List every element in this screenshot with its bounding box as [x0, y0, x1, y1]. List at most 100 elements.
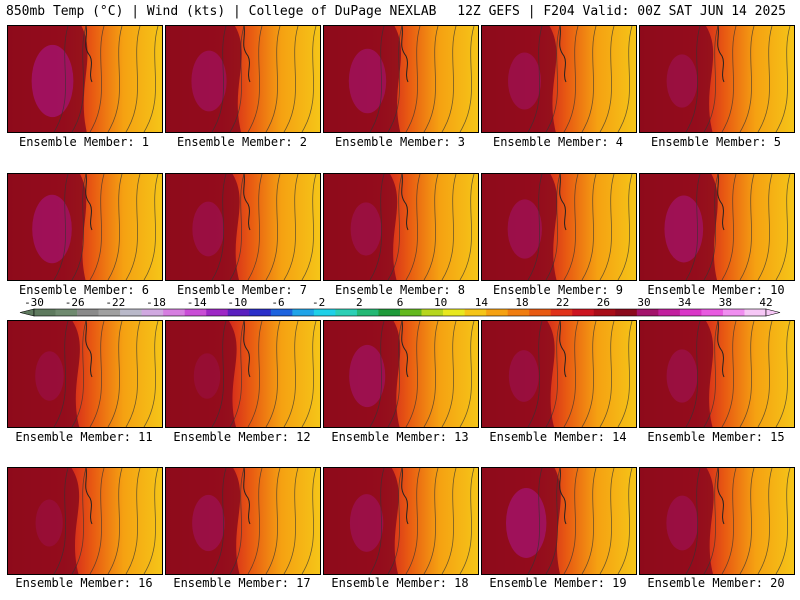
colorbar-swatch	[464, 309, 487, 316]
colorbar-swatch	[701, 309, 724, 316]
contour-line	[211, 468, 227, 574]
coastline	[243, 174, 251, 231]
colorbar-swatch	[507, 309, 530, 316]
model-run-info: 12Z GEFS | F204 Valid: 00Z SAT JUN 14 20…	[457, 4, 786, 19]
extreme-heat-region	[348, 48, 387, 114]
colorbar-swatch	[55, 309, 78, 316]
map-title: 850mb Temp (°C) | Wind (kts) | College o…	[6, 4, 437, 19]
contour-line	[599, 174, 615, 280]
ensemble-member-map	[639, 467, 795, 575]
contour-line	[721, 174, 737, 280]
colorbar-swatch	[593, 309, 616, 316]
colorbar-tick-label: 34	[678, 297, 692, 309]
ensemble-member-map	[639, 25, 795, 133]
contour-line	[53, 321, 69, 427]
colorbar-tick-label: 22	[556, 297, 569, 309]
ensemble-member-label: Ensemble Member: 14	[489, 430, 627, 444]
ensemble-member-map	[481, 25, 637, 133]
ensemble-member-label: Ensemble Member: 10	[647, 283, 785, 297]
contour-line	[703, 468, 719, 574]
extreme-heat-region	[192, 201, 225, 257]
coastline	[85, 321, 93, 378]
contour-line	[527, 26, 543, 132]
contour-line	[757, 321, 773, 427]
ensemble-member-label: Ensemble Member: 19	[489, 576, 627, 590]
contour-line	[563, 174, 579, 280]
contour-line	[459, 174, 475, 280]
contour-line	[599, 321, 615, 427]
contour-line	[229, 174, 245, 280]
ensemble-member-label: Ensemble Member: 9	[492, 283, 624, 297]
colorbar-tick-label: -14	[187, 297, 207, 309]
contour-line	[617, 321, 633, 427]
extreme-heat-region	[35, 499, 63, 547]
contour-line	[775, 174, 791, 280]
ensemble-member-label: Ensemble Member: 8	[334, 283, 466, 297]
colorbar-tick-label: 14	[475, 297, 489, 309]
colorbar-swatch	[227, 309, 250, 316]
contour-line	[265, 174, 281, 280]
extreme-heat-region	[191, 50, 227, 112]
contour-line	[775, 26, 791, 132]
ensemble-member-label: Ensemble Member: 12	[173, 430, 311, 444]
ensemble-member-label: Ensemble Member: 5	[650, 135, 782, 149]
contour-line	[71, 26, 87, 132]
colorbar-swatch	[270, 309, 293, 316]
colorbar-tick-label: -26	[65, 297, 85, 309]
colorbar-tick-label: 38	[719, 297, 732, 309]
colorbar-tick-label: 6	[397, 297, 404, 309]
colorbar-swatch	[658, 309, 681, 316]
extreme-heat-region	[32, 194, 72, 264]
contour-line	[143, 174, 159, 280]
contour-line	[739, 468, 755, 574]
contour-line	[387, 26, 403, 132]
contour-line	[369, 174, 385, 280]
contour-line	[441, 321, 457, 427]
contour-line	[423, 26, 439, 132]
colorbar-swatch	[529, 309, 552, 316]
extreme-heat-region	[350, 202, 382, 256]
extreme-heat-region	[507, 199, 542, 259]
colorbar-swatch	[184, 309, 207, 316]
colorbar-swatch	[356, 309, 379, 316]
contour-line	[441, 174, 457, 280]
ensemble-member-label: Ensemble Member: 7	[176, 283, 308, 297]
ensemble-member-label: Ensemble Member: 16	[15, 576, 153, 590]
contour-line	[247, 26, 263, 132]
temperature-colorbar: -30 -26 -22 -18 -14 -10 -6 -2 2 6 10 14 18 22 26 30 34 38…	[19, 297, 781, 317]
colorbar-tick-label: -2	[312, 297, 325, 309]
ensemble-member-map	[7, 173, 163, 281]
extreme-heat-region	[666, 349, 698, 403]
contour-line	[301, 174, 317, 280]
colorbar-tick-label: -22	[105, 297, 125, 309]
extreme-heat-region	[193, 353, 221, 399]
hot-core-region	[324, 174, 398, 280]
coastline	[559, 26, 567, 83]
contour-line	[423, 174, 439, 280]
ensemble-member-label: Ensemble Member: 17	[173, 576, 311, 590]
contour-line	[89, 468, 105, 574]
coastline	[85, 26, 93, 83]
contour-line	[685, 26, 701, 132]
contour-line	[387, 468, 403, 574]
colorbar-swatch	[141, 309, 164, 316]
extreme-heat-region	[505, 488, 547, 558]
contour-line	[703, 174, 719, 280]
hot-core-region	[8, 468, 80, 574]
extreme-heat-region	[192, 494, 225, 552]
contour-line	[423, 468, 439, 574]
contour-line	[563, 468, 579, 574]
contour-line	[545, 26, 561, 132]
colorbar-swatch	[722, 309, 745, 316]
contour-line	[301, 468, 317, 574]
contour-line	[527, 174, 543, 280]
coastline	[401, 468, 409, 525]
colorbar-swatch	[400, 309, 422, 316]
contour-line	[721, 321, 737, 427]
contour-line	[685, 468, 701, 574]
contour-line	[71, 468, 87, 574]
contour-line	[581, 174, 597, 280]
ensemble-member-map	[323, 320, 479, 428]
ensemble-member-map	[165, 320, 321, 428]
contour-line	[459, 321, 475, 427]
